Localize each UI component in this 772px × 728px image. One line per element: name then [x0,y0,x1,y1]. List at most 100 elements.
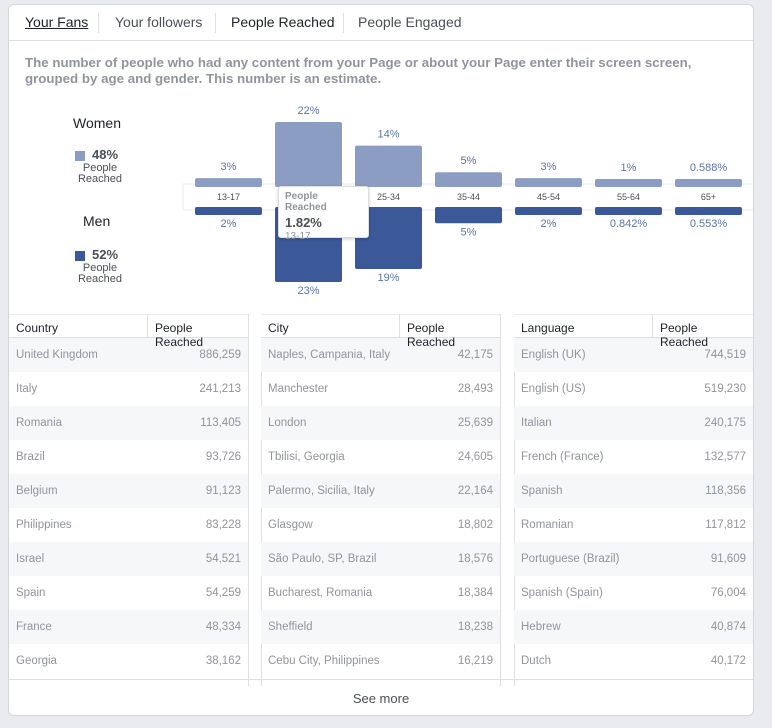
row-label: Romanian [521,519,574,531]
men-data-label: 2% [541,218,557,230]
row-label: Portuguese (Brazil) [521,553,620,565]
women-bar [595,179,662,187]
row-label: London [268,417,307,429]
row-label: Tbilisi, Georgia [268,451,345,463]
table-row: Cebu City, Philippines 16,219 [261,644,500,678]
men-data-label: 0.842% [610,218,648,230]
legend-women-swatch [75,151,85,161]
table-row: France 48,334 [9,610,248,644]
table-row: French (France) 132,577 [514,440,753,474]
row-label: Philippines [16,519,72,531]
column-header[interactable]: Language [514,315,653,337]
table-row: Italy 241,213 [9,372,248,406]
women-data-label: 14% [377,129,399,141]
city-table: City People Reached Naples, Campania, It… [261,314,500,678]
row-value: 24,605 [457,451,493,463]
see-more-button[interactable]: See more [9,679,753,715]
row-value: 83,228 [205,519,241,531]
audience-panel: Your Fans Your followers People Reached … [8,4,754,716]
row-value: 113,405 [200,417,241,429]
table-row: Spanish (Spain) 76,004 [514,576,753,610]
men-bar [675,207,742,215]
row-label: Spain [16,587,46,599]
row-label: São Paulo, SP, Brazil [268,553,377,565]
row-value: 744,519 [704,349,746,361]
men-bar [195,207,262,215]
legend-men-pct: 52% [92,247,119,262]
women-bar [435,172,502,187]
age-tick-background [195,187,262,207]
row-value: 91,609 [710,553,746,565]
age-tick-background [595,187,662,207]
row-label: Hebrew [521,621,561,633]
age-tick-label: 13-17 [217,192,240,202]
table-header: Language People Reached [514,314,753,349]
table-row: English (UK) 744,519 [514,338,753,372]
table-header: Country People Reached [9,314,248,349]
tooltip-group: 13-17 [285,231,311,242]
table-row: Philippines 83,228 [9,508,248,542]
women-data-label: 3% [541,161,557,173]
tab-divider [98,13,99,33]
row-value: 519,230 [704,383,746,395]
row-value: 93,726 [205,451,241,463]
row-label: Spanish (Spain) [521,587,603,599]
row-label: Georgia [16,655,57,667]
row-value: 18,384 [457,587,493,599]
chart-tooltip: People Reached 1.82% 13-17 [278,186,369,242]
tab-divider [343,13,344,33]
table-row: Tbilisi, Georgia 24,605 [261,440,500,474]
table-divider [248,314,249,686]
row-value: 22,164 [457,485,493,497]
men-data-label: 19% [377,272,399,284]
row-label: Belgium [16,485,58,497]
age-tick-label: 25-34 [377,192,400,202]
row-value: 25,639 [457,417,493,429]
table-row: Israel 54,521 [9,542,248,576]
tab-people-reached[interactable]: People Reached [231,14,335,30]
row-value: 40,874 [710,621,746,633]
row-label: Sheffield [268,621,313,633]
row-value: 91,123 [205,485,241,497]
tab-your-followers[interactable]: Your followers [115,14,203,30]
tooltip-value: 1.82% [285,215,322,230]
men-data-label: 2% [221,218,237,230]
table-row: Dutch 40,172 [514,644,753,678]
table-row: Manchester 28,493 [261,372,500,406]
legend-men-swatch [75,251,85,261]
age-tick-background [675,187,742,207]
column-header[interactable]: People Reached [407,321,456,349]
women-data-label: 1% [621,162,637,174]
tooltip-label: People Reached [285,191,327,213]
tab-divider [215,13,216,33]
table-row: Hebrew 40,874 [514,610,753,644]
column-header[interactable]: People Reached [660,321,709,349]
row-label: French (France) [521,451,604,463]
column-header[interactable]: People Reached [155,321,204,349]
row-label: Manchester [268,383,329,395]
row-value: 54,521 [205,553,241,565]
table-row: Sheffield 18,238 [261,610,500,644]
age-tick-label: 35-44 [457,192,480,202]
men-data-label: 0.553% [690,218,728,230]
row-value: 42,175 [457,349,493,361]
women-bar [675,179,742,187]
row-value: 132,577 [704,451,746,463]
row-label: Bucharest, Romania [268,587,373,599]
column-header[interactable]: City [261,315,400,337]
men-bar [595,207,662,215]
row-value: 18,802 [457,519,493,531]
tab-people-engaged[interactable]: People Engaged [358,14,462,30]
tab-your-fans[interactable]: Your Fans [25,14,89,30]
row-value: 48,334 [205,621,241,633]
column-header[interactable]: Country [9,315,148,337]
men-bar [515,207,582,215]
row-label: Israel [16,553,45,565]
row-label: Romania [16,417,63,429]
legend-men-sub: People Reached [77,262,123,285]
legend-men-title: Men [83,213,111,229]
row-value: 76,004 [710,587,746,599]
row-label: Glasgow [268,519,313,531]
table-divider [500,314,501,686]
women-data-label: 22% [297,105,319,117]
